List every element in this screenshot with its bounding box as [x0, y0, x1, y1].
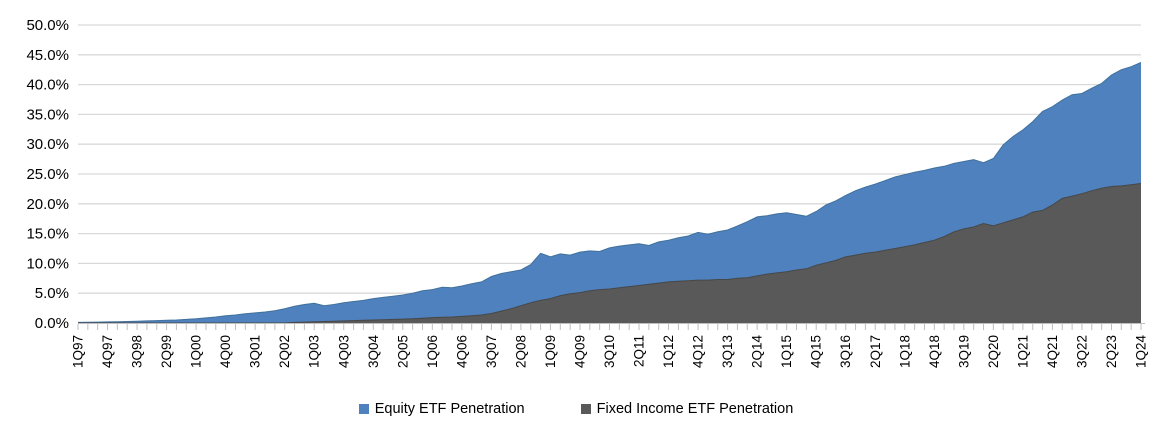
x-axis-label: 1Q12	[661, 335, 676, 368]
x-axis-label: 4Q21	[1045, 335, 1060, 368]
x-axis-label: 1Q03	[307, 335, 322, 368]
x-axis-label: 2Q11	[632, 335, 647, 367]
x-axis-label: 3Q07	[484, 335, 499, 368]
x-axis-label: 1Q21	[1015, 335, 1030, 368]
x-axis-label: 1Q09	[543, 335, 558, 368]
y-axis-label: 25.0%	[26, 166, 69, 183]
legend-item-fixed-income: Fixed Income ETF Penetration	[580, 401, 794, 417]
x-axis-label: 1Q18	[897, 335, 912, 368]
legend-label-equity: Equity ETF Penetration	[374, 401, 525, 417]
x-axis-label: 3Q13	[720, 335, 735, 368]
fixed-income-series-swatch	[580, 404, 591, 414]
x-axis-label: 3Q04	[366, 335, 381, 369]
x-axis-label: 2Q23	[1104, 335, 1119, 368]
y-axis-label: 10.0%	[26, 255, 69, 272]
chart-legend: Equity ETF Penetration Fixed Income ETF …	[0, 401, 1152, 417]
x-axis-label: 3Q19	[956, 335, 971, 368]
x-axis-label: 1Q24	[1134, 335, 1149, 369]
fixed-income-area-series	[78, 183, 1141, 323]
x-axis-label: 3Q22	[1074, 335, 1089, 368]
y-axis-label: 20.0%	[26, 196, 69, 213]
x-axis-label: 4Q00	[218, 335, 233, 368]
x-axis-label: 3Q01	[248, 335, 263, 368]
y-axis-label: 30.0%	[26, 136, 69, 153]
gridlines	[78, 24, 1141, 324]
equity-series-edge	[77, 62, 1142, 323]
x-axis-label: 2Q05	[395, 335, 410, 368]
x-axis-label: 2Q02	[277, 335, 292, 368]
y-axis-label: 40.0%	[26, 77, 69, 94]
x-axis-label: 4Q09	[572, 335, 587, 368]
x-axis-label: 1Q00	[189, 335, 204, 368]
x-axis-label: 3Q10	[602, 335, 617, 368]
x-axis-label: 1Q06	[425, 335, 440, 368]
y-axis-label: 35.0%	[26, 106, 69, 123]
y-axis-label: 15.0%	[26, 226, 69, 243]
x-axis-label: 3Q98	[130, 335, 145, 368]
x-axis-label: 4Q97	[100, 335, 115, 368]
x-axis-label: 2Q17	[868, 335, 883, 368]
x-axis-label: 4Q06	[454, 335, 469, 368]
x-axis-labels: 1Q97 4Q97 3Q98 2Q99 1Q00 4Q00 3Q01 2Q02 1Q03 4Q03…	[71, 335, 1149, 369]
x-axis-label: 2Q20	[986, 335, 1001, 368]
x-axis-label: 2Q08	[513, 335, 528, 368]
x-axis-label: 4Q18	[927, 335, 942, 368]
x-axis-label: 4Q03	[336, 335, 351, 368]
y-axis-label: 45.0%	[26, 47, 69, 64]
x-axis	[77, 323, 1145, 330]
y-axis-label: 0.0%	[35, 315, 69, 332]
legend-item-equity: Equity ETF Penetration	[358, 401, 525, 417]
y-axis-label: 5.0%	[35, 285, 69, 302]
y-axis-labels: 0.0% 5.0% 10.0% 15.0% 20.0% 25.0% 30.0% 35.0% 40…	[26, 17, 69, 332]
x-axis-label: 2Q99	[159, 335, 174, 368]
x-axis-label: 4Q12	[691, 335, 706, 368]
legend-label-fixed-income: Fixed Income ETF Penetration	[596, 401, 794, 417]
y-axis-label: 50.0%	[26, 17, 69, 34]
x-axis-label: 3Q16	[838, 335, 853, 368]
x-axis-label: 1Q97	[71, 335, 86, 368]
x-axis-label: 4Q15	[809, 335, 824, 368]
equity-series-swatch	[358, 404, 369, 414]
x-axis-label: 2Q14	[750, 335, 765, 369]
x-axis-label: 1Q15	[779, 335, 794, 368]
